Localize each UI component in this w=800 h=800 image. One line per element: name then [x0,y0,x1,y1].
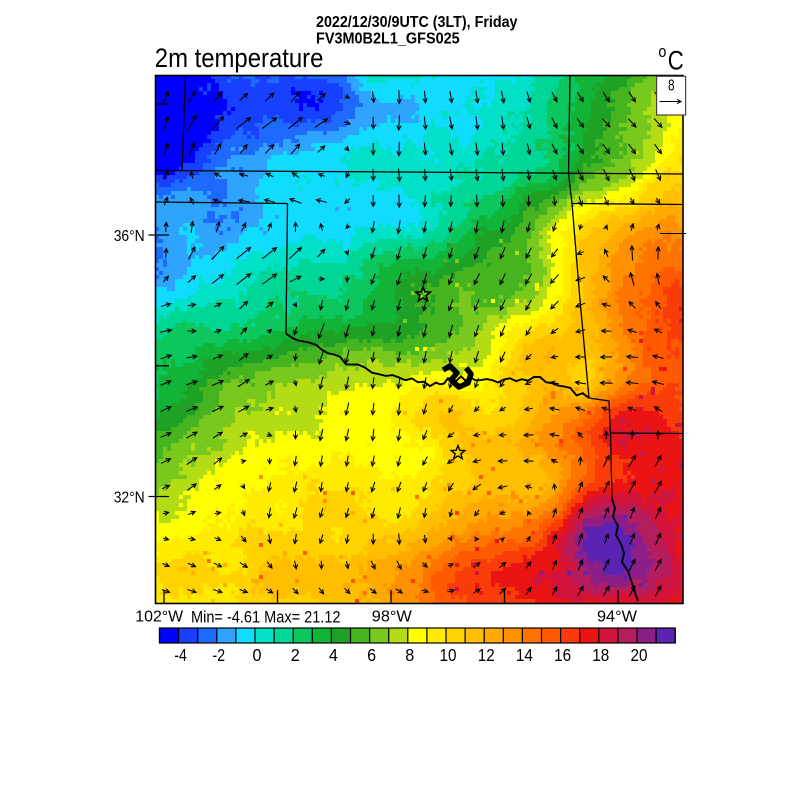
svg-text:-2: -2 [213,645,226,665]
svg-text:32°N: 32°N [114,490,145,507]
svg-text:12: 12 [478,645,495,665]
svg-text:C: C [668,45,684,75]
svg-text:-4: -4 [174,645,187,665]
svg-text:16: 16 [554,645,571,665]
svg-text:4: 4 [329,645,338,665]
svg-text:o: o [658,42,666,61]
svg-text:98°W: 98°W [372,609,413,626]
svg-text:2m temperature: 2m temperature [155,43,324,73]
svg-text:14: 14 [516,645,533,665]
svg-text:8: 8 [668,78,675,95]
svg-text:18: 18 [592,645,609,665]
svg-text:6: 6 [367,645,376,665]
svg-text:0: 0 [253,645,262,665]
svg-text:20: 20 [631,645,648,665]
svg-text:10: 10 [440,645,457,665]
svg-text:36°N: 36°N [114,228,145,245]
svg-text:2: 2 [291,645,300,665]
svg-text:8: 8 [405,645,414,665]
svg-text:94°W: 94°W [597,609,638,626]
svg-text:FV3M0B2L1_GFS025: FV3M0B2L1_GFS025 [316,31,460,48]
svg-text:Min= -4.61 Max= 21.12: Min= -4.61 Max= 21.12 [191,609,341,627]
svg-text:102°W: 102°W [135,609,184,626]
svg-text:2022/12/30/9UTC (3LT), Friday: 2022/12/30/9UTC (3LT), Friday [316,14,518,31]
